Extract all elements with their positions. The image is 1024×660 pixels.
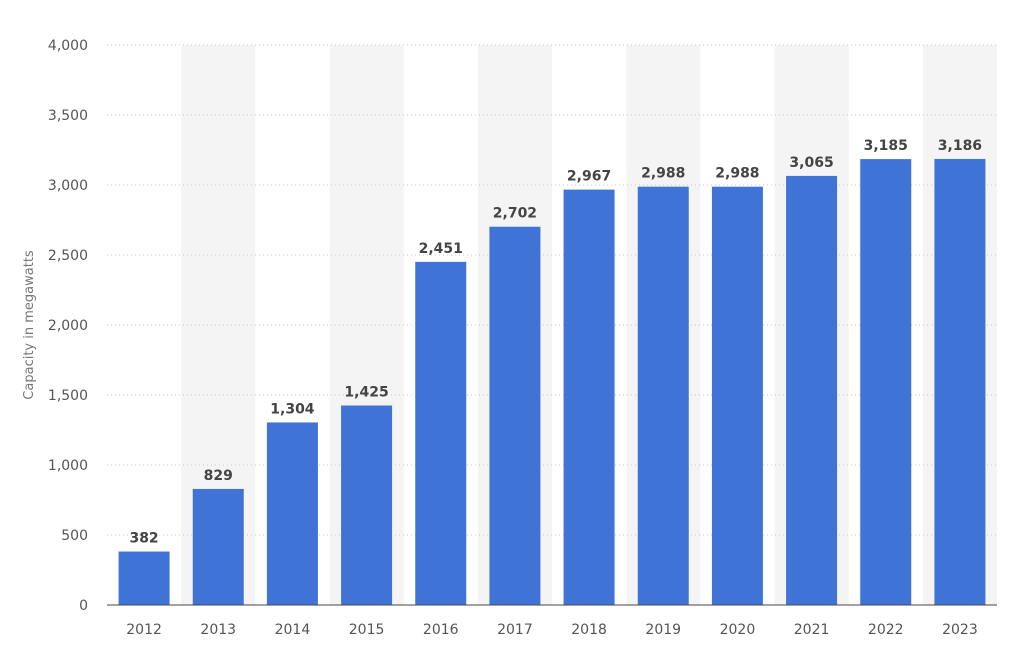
data-labels: 382 829 1,304 1,425 2,451 2,702 2,967 2,988 2,98… bbox=[129, 138, 982, 547]
y-axis-ticks: 0 500 1,000 1,500 2,000 2,500 3,000 3,500 4,000 bbox=[48, 38, 88, 614]
x-tick-label: 2017 bbox=[497, 622, 533, 638]
y-tick-label: 2,500 bbox=[48, 248, 88, 264]
x-axis-ticks: 2012 2013 2014 2015 2016 2017 2018 2019 2020 2021… bbox=[126, 622, 977, 638]
data-label: 1,425 bbox=[344, 385, 388, 401]
y-tick-label: 500 bbox=[61, 528, 88, 544]
x-tick-label: 2018 bbox=[571, 622, 607, 638]
x-tick-label: 2023 bbox=[942, 622, 978, 638]
bar bbox=[192, 488, 244, 605]
x-tick-label: 2014 bbox=[275, 622, 311, 638]
bar bbox=[266, 422, 318, 605]
y-tick-label: 0 bbox=[79, 598, 88, 614]
y-tick-label: 2,000 bbox=[48, 318, 88, 334]
y-tick-label: 3,500 bbox=[48, 108, 88, 124]
data-label: 2,702 bbox=[493, 206, 537, 222]
bar bbox=[860, 159, 912, 605]
y-tick-label: 3,000 bbox=[48, 178, 88, 194]
bar bbox=[415, 261, 467, 605]
bar bbox=[934, 158, 986, 605]
y-tick-label: 1,500 bbox=[48, 388, 88, 404]
gridlines bbox=[107, 44, 997, 536]
x-tick-label: 2020 bbox=[720, 622, 756, 638]
y-tick-label: 4,000 bbox=[48, 38, 88, 54]
data-label: 3,186 bbox=[938, 138, 982, 154]
data-label: 382 bbox=[129, 531, 158, 547]
data-label: 829 bbox=[204, 468, 233, 484]
data-label: 2,988 bbox=[715, 166, 759, 182]
x-tick-label: 2015 bbox=[349, 622, 385, 638]
data-label: 2,988 bbox=[641, 166, 685, 182]
bar bbox=[563, 189, 615, 605]
x-tick-label: 2021 bbox=[794, 622, 830, 638]
y-axis-label: Capacity in megawatts bbox=[22, 250, 37, 400]
x-tick-label: 2012 bbox=[126, 622, 162, 638]
bar bbox=[118, 551, 170, 605]
bar bbox=[711, 186, 763, 605]
x-tick-label: 2016 bbox=[423, 622, 459, 638]
data-label: 2,967 bbox=[567, 169, 611, 185]
data-label: 1,304 bbox=[270, 401, 315, 417]
x-tick-label: 2019 bbox=[645, 622, 681, 638]
data-label: 3,185 bbox=[864, 138, 908, 154]
bar bbox=[786, 175, 838, 605]
bar bbox=[489, 226, 541, 605]
bar bbox=[341, 405, 393, 605]
data-label: 3,065 bbox=[789, 155, 833, 171]
bar bbox=[637, 186, 689, 605]
data-label: 2,451 bbox=[419, 241, 463, 257]
x-tick-label: 2022 bbox=[868, 622, 904, 638]
bars bbox=[118, 158, 986, 605]
y-tick-label: 1,000 bbox=[48, 458, 88, 474]
x-tick-label: 2013 bbox=[200, 622, 236, 638]
